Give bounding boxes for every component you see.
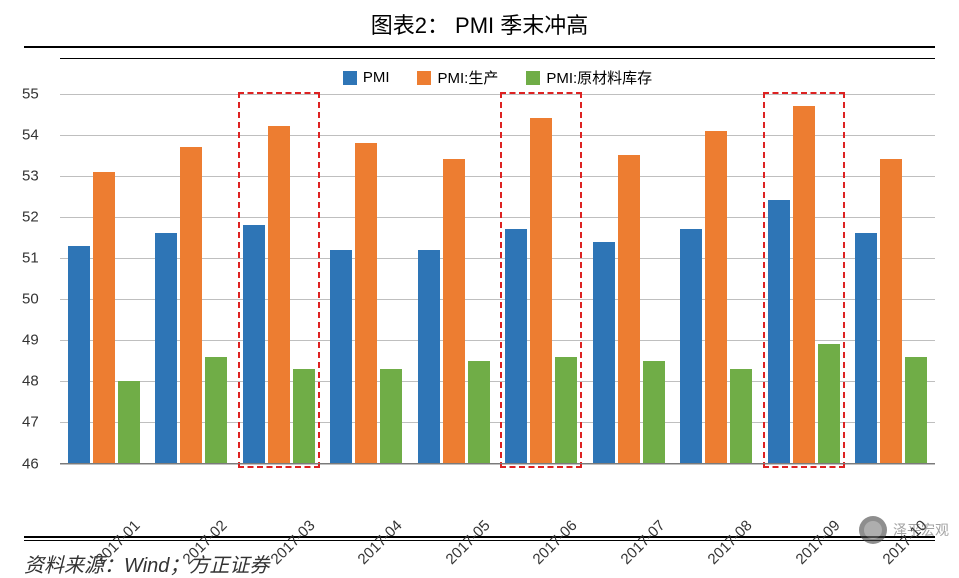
bar xyxy=(355,143,377,464)
bar-group: 2017-01 xyxy=(60,94,148,464)
bar xyxy=(680,229,702,463)
bar xyxy=(768,200,790,463)
chart-title: 图表2： PMI 季末冲高 xyxy=(371,13,589,38)
bar xyxy=(730,369,752,464)
bar-groups: 2017-012017-022017-032017-042017-052017-… xyxy=(60,94,935,464)
bar xyxy=(380,369,402,464)
legend-label: PMI:生产 xyxy=(437,67,498,88)
bar-cluster xyxy=(68,172,140,464)
bar xyxy=(705,131,727,464)
bar xyxy=(68,246,90,464)
bar-group: 2017-09 xyxy=(760,94,848,464)
y-axis-label: 53 xyxy=(22,167,39,184)
bar-group: 2017-08 xyxy=(673,94,761,464)
bar-group: 2017-02 xyxy=(148,94,236,464)
legend-swatch xyxy=(526,71,540,85)
bar xyxy=(155,233,177,463)
bar-cluster xyxy=(243,126,315,463)
bar xyxy=(880,159,902,463)
bar xyxy=(180,147,202,464)
y-axis-label: 48 xyxy=(22,373,39,390)
gridline xyxy=(60,464,935,465)
bar xyxy=(468,361,490,464)
legend-label: PMI xyxy=(363,69,390,86)
bar-cluster xyxy=(768,106,840,464)
chart-legend: PMI PMI:生产 PMI:原材料库存 xyxy=(60,59,935,94)
bar-group: 2017-04 xyxy=(323,94,411,464)
bar-cluster xyxy=(593,155,665,463)
bar xyxy=(555,357,577,464)
bar-group: 2017-06 xyxy=(498,94,586,464)
bar xyxy=(818,344,840,463)
watermark-icon xyxy=(859,516,887,544)
legend-swatch xyxy=(343,71,357,85)
bar xyxy=(618,155,640,463)
bar-cluster xyxy=(418,159,490,463)
bar xyxy=(905,357,927,464)
bar-cluster xyxy=(855,159,927,463)
chart-title-row: 图表2： PMI 季末冲高 xyxy=(24,0,935,48)
x-axis-line xyxy=(60,463,935,464)
y-axis-label: 54 xyxy=(22,126,39,143)
bar-cluster xyxy=(330,143,402,464)
watermark: 泽平宏观 xyxy=(859,516,949,544)
watermark-text: 泽平宏观 xyxy=(893,520,949,540)
legend-item: PMI:原材料库存 xyxy=(526,67,652,88)
bar-group: 2017-07 xyxy=(585,94,673,464)
bar-cluster xyxy=(155,147,227,464)
legend-swatch xyxy=(417,71,431,85)
bar xyxy=(93,172,115,464)
chart-container: PMI PMI:生产 PMI:原材料库存 46474849505152535455 … xyxy=(60,58,935,464)
y-axis-label: 47 xyxy=(22,414,39,431)
bar xyxy=(243,225,265,463)
bar xyxy=(505,229,527,463)
bar-cluster xyxy=(505,118,577,463)
bar-group: 2017-03 xyxy=(235,94,323,464)
legend-label: PMI:原材料库存 xyxy=(546,67,652,88)
bar xyxy=(593,242,615,464)
bar xyxy=(443,159,465,463)
bar xyxy=(330,250,352,464)
y-axis-label: 46 xyxy=(22,455,39,472)
bar xyxy=(293,369,315,464)
bar xyxy=(855,233,877,463)
y-axis-label: 55 xyxy=(22,85,39,102)
bar xyxy=(118,381,140,463)
bar xyxy=(268,126,290,463)
y-axis-label: 50 xyxy=(22,291,39,308)
bar-group: 2017-10 xyxy=(848,94,936,464)
y-axis-label: 49 xyxy=(22,332,39,349)
bar-group: 2017-05 xyxy=(410,94,498,464)
legend-item: PMI:生产 xyxy=(417,67,498,88)
bar xyxy=(793,106,815,464)
y-axis-label: 52 xyxy=(22,208,39,225)
bar xyxy=(530,118,552,463)
bar-cluster xyxy=(680,131,752,464)
y-axis-label: 51 xyxy=(22,249,39,266)
legend-item: PMI xyxy=(343,69,390,86)
bar xyxy=(205,357,227,464)
bar xyxy=(418,250,440,464)
chart-plot: 46474849505152535455 2017-012017-022017-… xyxy=(60,94,935,464)
bar xyxy=(643,361,665,464)
